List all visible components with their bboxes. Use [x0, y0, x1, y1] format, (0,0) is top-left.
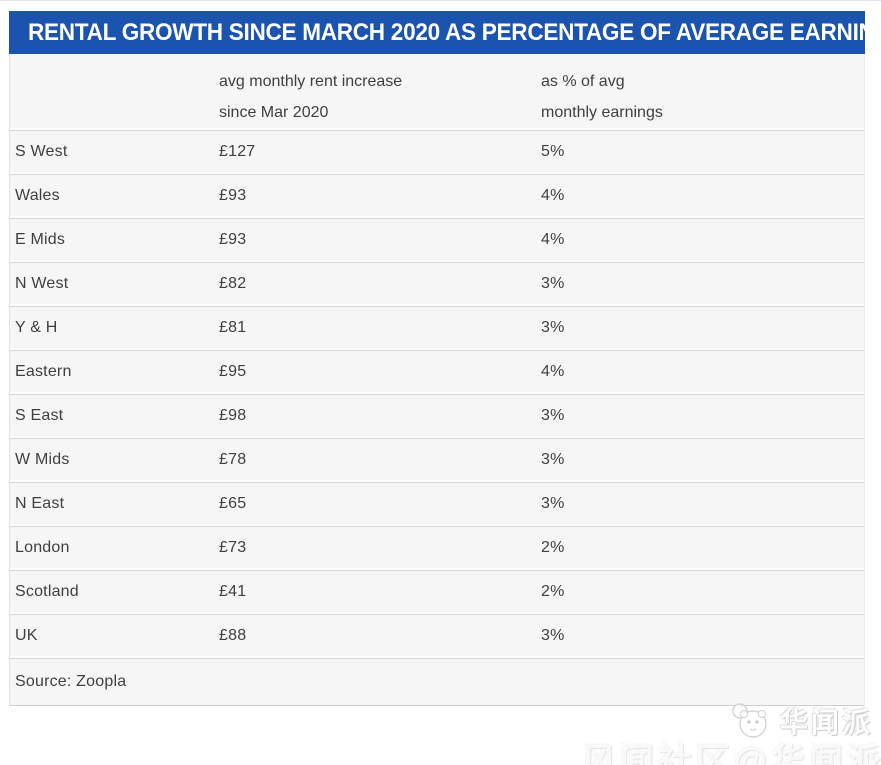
region-cell: Wales [15, 186, 60, 204]
rent-cell: £78 [219, 450, 247, 468]
rent-cell: £65 [219, 494, 247, 512]
pct-header-line1: as % of avg [541, 73, 625, 90]
figure-container: RENTAL GROWTH SINCE MARCH 2020 AS PERCEN… [9, 11, 865, 706]
region-cell: Y & H [15, 318, 58, 336]
pct-cell: 5% [541, 142, 565, 160]
watermark: 华闻派 [729, 701, 873, 741]
pct-cell: 3% [541, 274, 565, 292]
pct-header-line2: monthly earnings [541, 104, 663, 121]
pct-cell: 2% [541, 538, 565, 556]
pct-cell: 3% [541, 318, 565, 336]
table-rows: S West £127 5% Wales £93 4% E Mids £93 4… [10, 130, 864, 658]
region-cell: S East [15, 406, 64, 424]
table-row: S East £98 3% [10, 394, 864, 438]
table-row: UK £88 3% [10, 614, 864, 658]
region-cell: W Mids [15, 450, 70, 468]
rent-header-line1: avg monthly rent increase [219, 73, 403, 90]
panda-logo-icon [732, 703, 767, 738]
watermark-brand-text: 华闻派 [779, 707, 873, 738]
pct-cell: 4% [541, 362, 565, 380]
rent-cell: £95 [219, 362, 247, 380]
pct-cell: 3% [541, 494, 565, 512]
table-title-bar: RENTAL GROWTH SINCE MARCH 2020 AS PERCEN… [9, 11, 865, 54]
table-row: London £73 2% [10, 526, 864, 570]
region-cell: S West [15, 142, 68, 160]
rent-cell: £93 [219, 230, 247, 248]
rent-column-header: avg monthly rent increase since Mar 2020 [219, 66, 541, 128]
table-row: Wales £93 4% [10, 174, 864, 218]
region-cell: UK [15, 626, 38, 644]
region-cell: Scotland [15, 582, 79, 600]
pct-cell: 3% [541, 450, 565, 468]
rent-cell: £93 [219, 186, 247, 204]
rent-header-line2: since Mar 2020 [219, 104, 329, 121]
table-row: S West £127 5% [10, 130, 864, 174]
rental-table: avg monthly rent increase since Mar 2020… [9, 54, 865, 706]
pct-cell: 2% [541, 582, 565, 600]
pct-cell: 3% [541, 626, 565, 644]
rent-cell: £88 [219, 626, 247, 644]
table-row: Y & H £81 3% [10, 306, 864, 350]
table-row: N West £82 3% [10, 262, 864, 306]
region-cell: Eastern [15, 362, 72, 380]
source-row: Source: Zoopla [10, 658, 864, 706]
region-cell: N West [15, 274, 69, 292]
rent-cell: £82 [219, 274, 247, 292]
rent-cell: £98 [219, 406, 247, 424]
pct-cell: 3% [541, 406, 565, 424]
watermark-faint-text: 风闻社区@华闻派 [581, 742, 881, 765]
top-divider [0, 0, 881, 1]
pct-cell: 4% [541, 186, 565, 204]
region-cell: London [15, 538, 70, 556]
region-cell: N East [15, 494, 65, 512]
table-row: N East £65 3% [10, 482, 864, 526]
region-column-header [10, 66, 219, 128]
table-row: E Mids £93 4% [10, 218, 864, 262]
source-label: Source: Zoopla [15, 673, 127, 690]
table-row: W Mids £78 3% [10, 438, 864, 482]
table-row: Eastern £95 4% [10, 350, 864, 394]
table-row: Scotland £41 2% [10, 570, 864, 614]
rent-cell: £41 [219, 582, 247, 600]
rent-cell: £81 [219, 318, 247, 336]
rent-cell: £127 [219, 142, 256, 160]
pct-cell: 4% [541, 230, 565, 248]
rent-cell: £73 [219, 538, 247, 556]
region-cell: E Mids [15, 230, 66, 248]
pct-column-header: as % of avg monthly earnings [541, 66, 864, 128]
table-header-row: avg monthly rent increase since Mar 2020… [10, 54, 864, 130]
table-title: RENTAL GROWTH SINCE MARCH 2020 AS PERCEN… [28, 18, 865, 46]
